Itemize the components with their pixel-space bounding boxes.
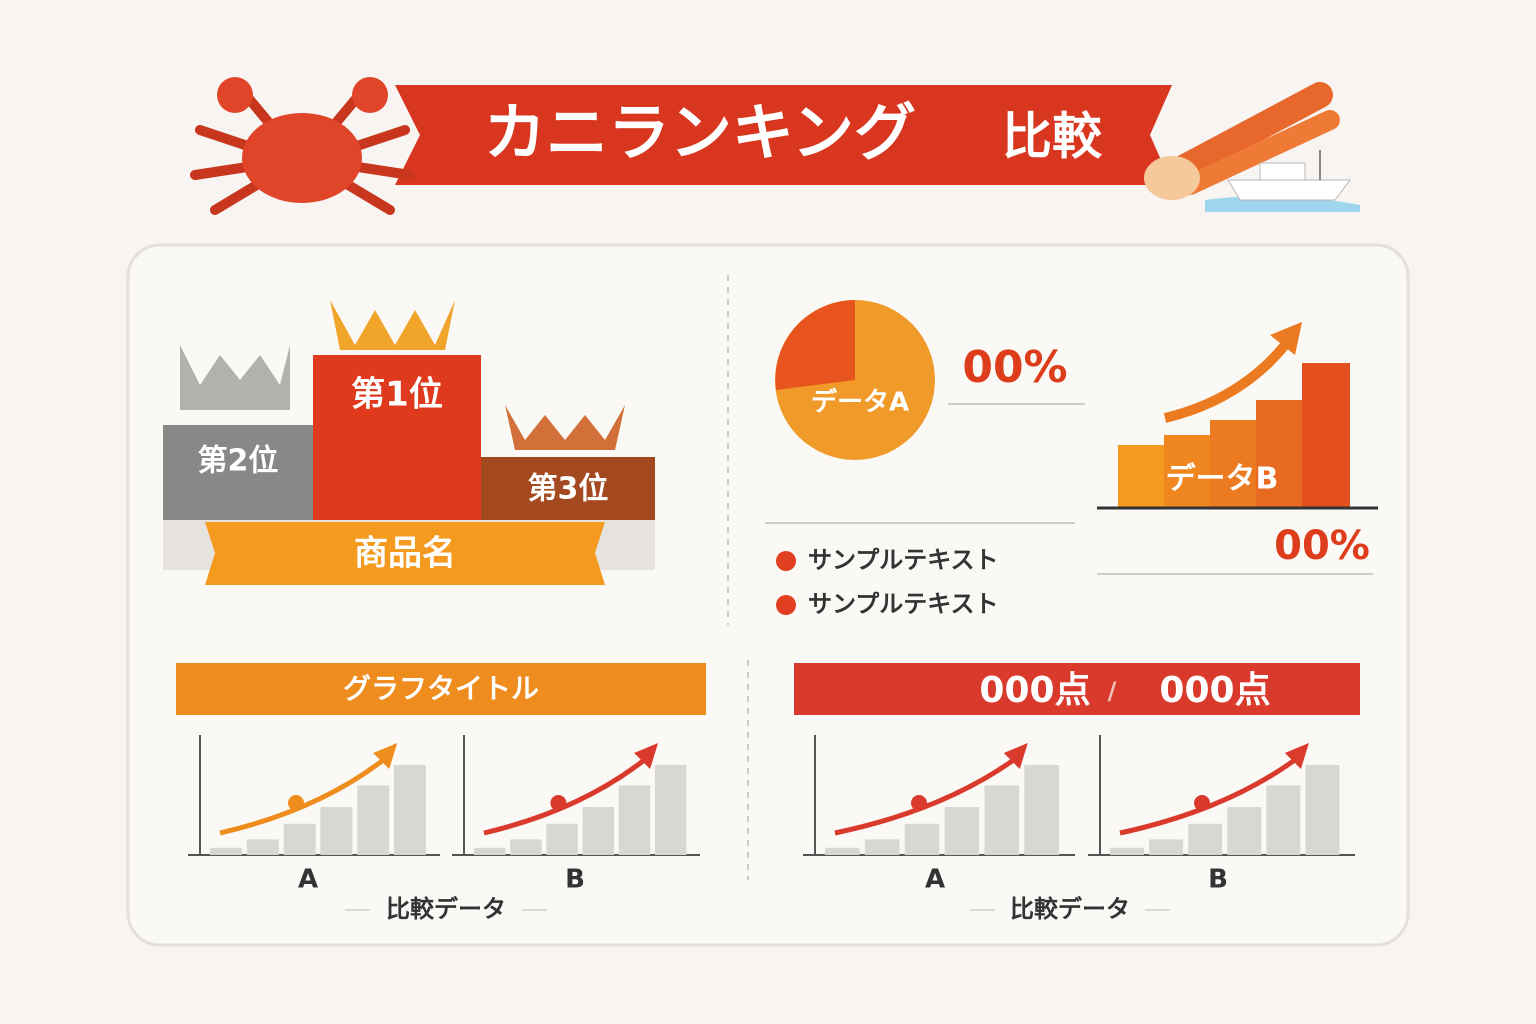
trend-dot: [550, 795, 567, 811]
bar-shape: [283, 823, 316, 855]
bar-illustration: [1097, 322, 1378, 510]
trend-arrow: [373, 743, 398, 769]
bar-shape: [904, 823, 940, 855]
bar-shape: [357, 785, 390, 855]
score: 000点: [979, 670, 1090, 711]
bar-shape: [582, 807, 615, 855]
crab-legs-illustration: [1144, 82, 1360, 212]
legend-dot: [776, 595, 796, 615]
title: カニランキング: [484, 96, 916, 169]
trend-dot: [911, 795, 927, 811]
rank-2: 第2位: [198, 444, 279, 479]
chart-label: B: [1208, 865, 1228, 895]
trend-arrow: [634, 743, 659, 769]
trend-line: [834, 754, 1020, 836]
rank-1: 第1位: [351, 375, 443, 415]
bar-shape: [944, 807, 980, 855]
bar-shape: [546, 823, 578, 855]
legend-text: サンプルテキスト: [808, 590, 999, 618]
bar-shape: [654, 765, 687, 855]
panel-title-bar: [794, 663, 1360, 715]
bar-shape: [1305, 765, 1340, 855]
bar-shape: [1266, 785, 1301, 855]
pie-value: 00%: [962, 342, 1067, 393]
pie-label: データA: [811, 387, 909, 418]
bar-shape: [1227, 807, 1262, 855]
bar-value: 00%: [1274, 523, 1370, 569]
chart-label: A: [925, 865, 945, 895]
trend-arrow: [1284, 743, 1309, 769]
bar-shape: [246, 839, 279, 855]
trend-dot: [288, 795, 304, 811]
bar-shape: [1188, 823, 1223, 855]
score-separator: /: [1108, 677, 1117, 705]
bar-shape: [1149, 839, 1184, 855]
subtitle: 比較: [1002, 108, 1103, 166]
bar-shape: [984, 785, 1020, 855]
caption: 比較データ: [386, 895, 506, 923]
rank-3: 第3位: [528, 472, 609, 507]
mini-charts: [188, 735, 1355, 856]
pie-illustration: [775, 300, 935, 460]
trend-arrow: [1003, 743, 1028, 769]
chart-label: B: [565, 865, 585, 895]
chart-label: A: [298, 865, 318, 895]
podium: [163, 300, 655, 585]
legend-dot: [776, 551, 796, 571]
crab-illustration: [190, 77, 415, 215]
trend-dot: [1194, 795, 1210, 811]
title-ribbon: [395, 85, 1172, 185]
bar-shape: [864, 839, 900, 855]
bar-label: データB: [1166, 462, 1279, 497]
bar-shape: [210, 847, 242, 855]
bar-shape: [1024, 765, 1059, 855]
bar-shape: [474, 847, 506, 855]
bar-shape: [394, 765, 426, 855]
legend-text: サンプルテキスト: [808, 546, 999, 574]
panel-title-bar: [176, 663, 706, 715]
bar-shape: [825, 847, 860, 855]
trend-line: [219, 755, 389, 836]
trend-line: [1119, 754, 1301, 836]
score: 000点: [1159, 670, 1270, 711]
caption: 比較データ: [1010, 895, 1130, 923]
panel-title: グラフタイトル: [343, 672, 539, 705]
product-name: 商品名: [354, 534, 456, 574]
trend-line: [483, 755, 650, 836]
bar-shape: [510, 839, 542, 855]
bar-shape: [320, 807, 353, 855]
bar-shape: [618, 785, 651, 855]
bar-shape: [1110, 847, 1144, 855]
